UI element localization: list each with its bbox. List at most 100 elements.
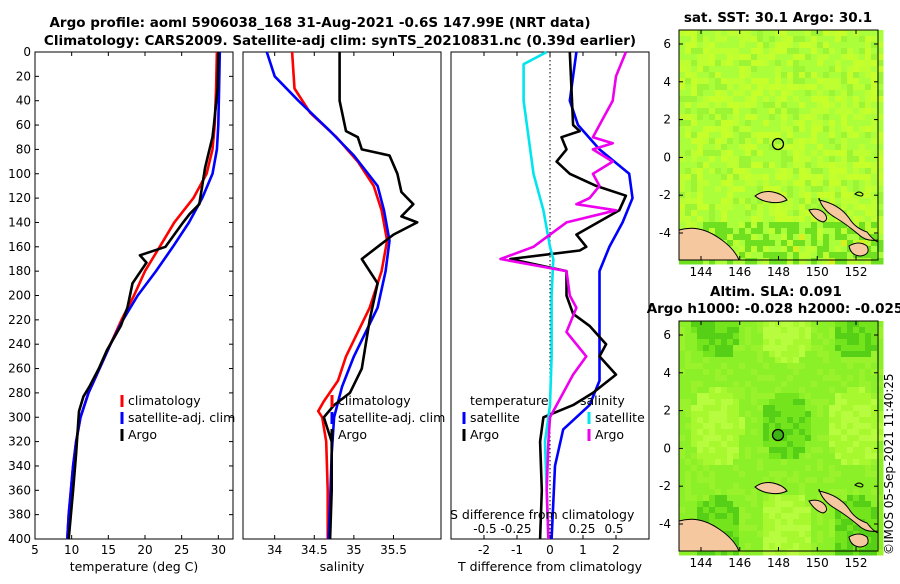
map-cell bbox=[715, 333, 722, 340]
map-cell bbox=[799, 375, 806, 382]
map-cell bbox=[847, 387, 854, 394]
map-cell bbox=[709, 471, 716, 478]
map-cell bbox=[781, 102, 788, 109]
map-cell bbox=[703, 60, 710, 67]
map-cell bbox=[871, 54, 878, 61]
map-cell bbox=[877, 387, 884, 394]
map-cell bbox=[799, 120, 806, 127]
map-cell bbox=[835, 465, 842, 472]
map-cell bbox=[853, 507, 860, 514]
map-cell bbox=[829, 234, 836, 241]
map-cell bbox=[865, 186, 872, 193]
map-cell bbox=[685, 210, 692, 217]
map-cell bbox=[877, 252, 884, 259]
map-cell bbox=[871, 363, 878, 370]
map-cell bbox=[739, 351, 746, 358]
map-cell bbox=[763, 459, 770, 466]
map-cell bbox=[721, 501, 728, 508]
map-cell bbox=[871, 417, 878, 424]
map-cell bbox=[871, 453, 878, 460]
map-cell bbox=[859, 138, 866, 145]
map-cell bbox=[835, 30, 842, 37]
map-cell bbox=[685, 108, 692, 115]
map-cell bbox=[823, 477, 830, 484]
map-cell bbox=[733, 246, 740, 253]
map-cell bbox=[757, 489, 764, 496]
map-cell bbox=[841, 138, 848, 145]
map-cell bbox=[865, 501, 872, 508]
map-cell bbox=[703, 186, 710, 193]
map-cell bbox=[853, 60, 860, 67]
map-cell bbox=[877, 30, 884, 37]
map-cell bbox=[823, 411, 830, 418]
map-cell bbox=[703, 423, 710, 430]
map-cell bbox=[763, 246, 770, 253]
map-cell bbox=[871, 477, 878, 484]
map-cell bbox=[841, 42, 848, 49]
map-cell bbox=[703, 375, 710, 382]
map-cell bbox=[865, 381, 872, 388]
map-cell bbox=[703, 327, 710, 334]
map-cell bbox=[751, 60, 758, 67]
map-cell bbox=[823, 327, 830, 334]
map-cell bbox=[817, 321, 824, 328]
map-cell bbox=[859, 102, 866, 109]
map-cell bbox=[847, 489, 854, 496]
map-cell bbox=[787, 453, 794, 460]
map-cell bbox=[871, 48, 878, 55]
map-cell bbox=[757, 240, 764, 247]
map-cell bbox=[787, 399, 794, 406]
map-cell bbox=[763, 234, 770, 241]
map-cell bbox=[805, 36, 812, 43]
map-cell bbox=[817, 102, 824, 109]
map-cell bbox=[829, 417, 836, 424]
map-cell bbox=[835, 138, 842, 145]
map-cell bbox=[715, 375, 722, 382]
map-cell bbox=[793, 405, 800, 412]
map-cell bbox=[709, 339, 716, 346]
map-cell bbox=[745, 489, 752, 496]
map-cell bbox=[853, 327, 860, 334]
map-cell bbox=[727, 156, 734, 163]
map-cell bbox=[709, 132, 716, 139]
map-cell bbox=[733, 447, 740, 454]
map-cell bbox=[853, 72, 860, 79]
lat-tick-label: 4 bbox=[663, 366, 671, 380]
map-cell bbox=[877, 537, 884, 544]
map-cell bbox=[775, 537, 782, 544]
map-cell bbox=[865, 222, 872, 229]
map-cell bbox=[709, 333, 716, 340]
map-cell bbox=[721, 483, 728, 490]
map-cell bbox=[727, 78, 734, 85]
map-cell bbox=[733, 66, 740, 73]
depth-tick-label: 380 bbox=[8, 508, 31, 522]
map-cell bbox=[763, 477, 770, 484]
map-cell bbox=[679, 66, 686, 73]
map-cell bbox=[775, 222, 782, 229]
map-cell bbox=[679, 150, 686, 157]
map-cell bbox=[709, 84, 716, 91]
sst-map-title: sat. SST: 30.1 Argo: 30.1 bbox=[684, 10, 872, 26]
land-island bbox=[848, 242, 869, 257]
map-cell bbox=[793, 42, 800, 49]
map-cell bbox=[877, 102, 884, 109]
map-cell bbox=[823, 102, 830, 109]
map-cell bbox=[751, 417, 758, 424]
map-cell bbox=[859, 351, 866, 358]
map-cell bbox=[721, 90, 728, 97]
map-cell bbox=[775, 423, 782, 430]
map-cell bbox=[751, 507, 758, 514]
map-cell bbox=[835, 363, 842, 370]
map-cell bbox=[709, 465, 716, 472]
map-cell bbox=[877, 465, 884, 472]
map-cell bbox=[697, 180, 704, 187]
map-cell bbox=[805, 351, 812, 358]
map-cell bbox=[757, 513, 764, 520]
map-cell bbox=[769, 435, 776, 442]
map-cell bbox=[793, 60, 800, 67]
map-cell bbox=[829, 258, 836, 265]
map-cell bbox=[793, 198, 800, 205]
lat-tick-label: 4 bbox=[663, 75, 671, 89]
map-cell bbox=[727, 216, 734, 223]
map-cell bbox=[757, 507, 764, 514]
